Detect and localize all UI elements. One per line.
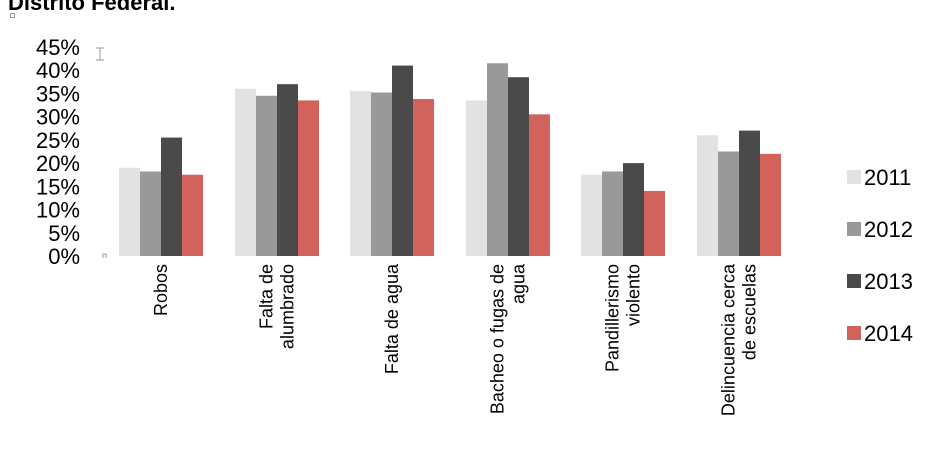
x-category-label: Falta de alumbrado [257, 264, 298, 349]
legend-swatch-2013 [847, 274, 861, 288]
x-category-label: Bacheo o fugas de agua [488, 263, 529, 414]
bar-2012 [140, 171, 161, 256]
x-category-label-line: alumbrado [278, 264, 298, 349]
bar-2011 [235, 88, 256, 256]
x-category-label-line: Robos [151, 264, 171, 316]
axis-origin-icon [102, 253, 107, 258]
bar-2014 [413, 99, 434, 256]
bar-2011 [581, 174, 602, 256]
bar-2013 [623, 163, 644, 256]
y-tick-label: 5% [48, 221, 80, 246]
bar-2014 [529, 114, 550, 256]
bar-2012 [487, 63, 508, 256]
x-category-label: Pandillerismo violento [603, 264, 644, 372]
bar-2012 [602, 171, 623, 256]
y-tick-label: 45% [36, 35, 80, 60]
x-category-label-line: violento [624, 264, 644, 326]
chart-title: Distrito Federal. [8, 0, 176, 15]
bar-2011 [697, 135, 718, 256]
bar-2013 [161, 137, 182, 256]
legend: 2011 2012 2013 2014 [847, 165, 913, 346]
bar-2013 [277, 84, 298, 257]
x-category-label: Robos [151, 264, 171, 316]
x-category-label-line: Delincuencia cerca [719, 263, 739, 416]
y-axis: 45%40%35%30%25%20%15%10%5%0% [36, 35, 80, 269]
legend-label-2013: 2013 [864, 269, 913, 294]
y-tick-label: 0% [48, 244, 80, 269]
bar-2013 [392, 65, 413, 256]
y-tick-label: 20% [36, 151, 80, 176]
legend-swatch-2011 [847, 170, 861, 184]
bar-2011 [466, 100, 487, 257]
bar-2014 [298, 100, 319, 257]
x-category-label-line: Bacheo o fugas de [488, 264, 508, 414]
legend-swatch-2014 [847, 326, 861, 340]
y-tick-label: 10% [36, 198, 80, 223]
bar-2012 [718, 151, 739, 256]
x-category-label: Delincuencia cerca de escuelas [719, 263, 760, 416]
bar-2013 [508, 77, 529, 256]
y-tick-label: 40% [36, 58, 80, 83]
y-tick-label: 15% [36, 174, 80, 199]
x-axis-labels: Robos Falta de alumbrado Falta de agua Bache… [151, 263, 760, 416]
legend-label-2011: 2011 [864, 165, 911, 190]
legend-label-2012: 2012 [864, 217, 913, 242]
y-tick-label: 30% [36, 105, 80, 130]
x-category-label-line: agua [509, 263, 529, 304]
x-category-label-line: Falta de agua [382, 263, 402, 374]
bar-2011 [350, 91, 371, 256]
x-category-label-line: Falta de [257, 264, 277, 329]
x-category-label-line: Pandillerismo [603, 264, 623, 372]
bar-2014 [182, 174, 203, 256]
bar-2011 [119, 167, 140, 256]
axis-handle-icon [96, 47, 104, 61]
bar-2014 [644, 190, 665, 256]
x-category-label: Falta de agua [382, 263, 402, 374]
legend-swatch-2012 [847, 222, 861, 236]
title-marker [10, 13, 15, 18]
bar-2014 [760, 153, 781, 256]
legend-label-2014: 2014 [864, 321, 913, 346]
y-tick-label: 35% [36, 81, 80, 106]
bar-2012 [371, 92, 392, 256]
bars [119, 63, 781, 257]
y-tick-label: 25% [36, 128, 80, 153]
x-category-label-line: de escuelas [740, 264, 760, 360]
bar-2013 [739, 130, 760, 256]
bar-2012 [256, 95, 277, 257]
